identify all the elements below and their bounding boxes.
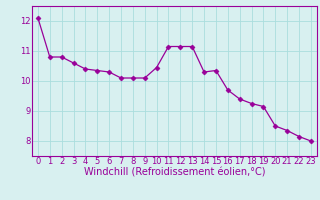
- X-axis label: Windchill (Refroidissement éolien,°C): Windchill (Refroidissement éolien,°C): [84, 168, 265, 178]
